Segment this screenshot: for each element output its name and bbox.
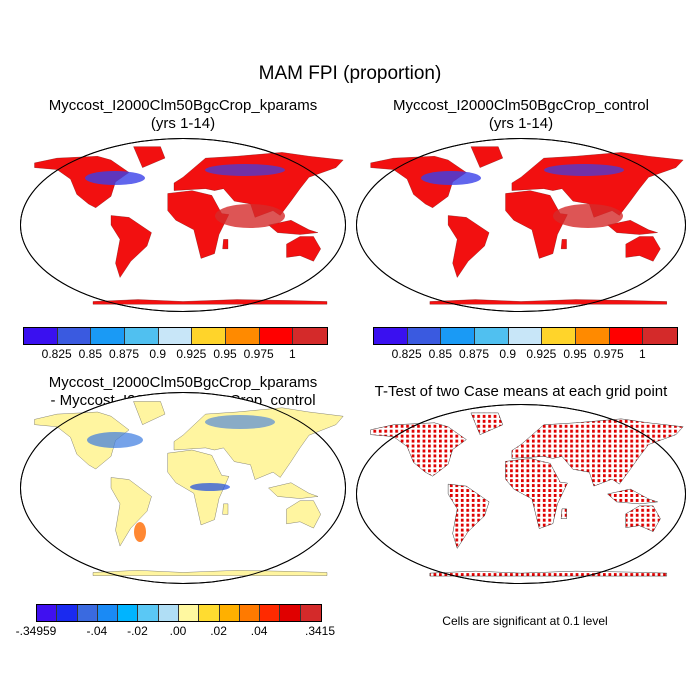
colorbar-box: [609, 328, 644, 344]
panel-3-title-line1: Myccost_I2000Clm50BgcCrop_kparams: [48, 374, 318, 391]
map-control: [356, 138, 686, 312]
colorbar-box: [118, 605, 139, 621]
low-fpi-region: [85, 171, 145, 185]
panel-2-title-line2: (yrs 1-14): [488, 115, 554, 132]
panel-1-title-line1: Myccost_I2000Clm50BgcCrop_kparams: [48, 97, 318, 114]
colorbar-tick-label: .04: [250, 624, 268, 638]
low-fpi-region: [421, 171, 481, 185]
colorbar-box: [407, 328, 442, 344]
panel-2-title: Myccost_I2000Clm50BgcCrop_control (yrs 1…: [355, 97, 687, 133]
panel-1-title-line2: (yrs 1-14): [150, 115, 216, 132]
panel-1-title: Myccost_I2000Clm50BgcCrop_kparams (yrs 1…: [20, 97, 346, 133]
colorbar-tick-label: 0.875: [108, 347, 140, 361]
colorbar-box: [178, 605, 200, 621]
colorbar-box: [37, 605, 58, 621]
colorbar-box: [192, 328, 226, 344]
map-difference: [20, 392, 346, 584]
colorbar-box: [138, 605, 159, 621]
colorbar-kparams: [23, 327, 328, 345]
panel-4-title: T-Test of two Case means at each grid po…: [374, 383, 668, 400]
colorbar-box: [293, 328, 327, 344]
map-kparams: [20, 138, 346, 312]
colorbar-box: [57, 605, 78, 621]
colorbar-box: [239, 605, 261, 621]
colorbar-tick-label: .02: [210, 624, 227, 638]
colorbar-box: [158, 605, 179, 621]
colorbar-tick-label: .00: [169, 624, 187, 638]
colorbar-box: [24, 328, 58, 344]
colorbar-tick-label: 0.925: [176, 347, 207, 361]
colorbar-tick-label: -.02: [127, 624, 148, 638]
colorbar-box: [199, 605, 220, 621]
colorbar-tick-label: 0.95: [213, 347, 237, 361]
colorbar-box: [219, 605, 240, 621]
map-ttest: [356, 404, 686, 584]
colorbar-box: [508, 328, 543, 344]
colorbar-tick-label: 1: [288, 347, 296, 361]
colorbar-difference: [36, 604, 322, 622]
colorbar-box: [643, 328, 677, 344]
colorbar-tick-label: 0.875: [458, 347, 490, 361]
colorbar-box: [225, 328, 260, 344]
colorbar-tick-label: 0.825: [41, 347, 72, 361]
colorbar-tick-label: 0.9: [149, 347, 166, 361]
colorbar-box: [474, 328, 509, 344]
colorbar-tick-label: .3415: [304, 624, 336, 638]
colorbar-box: [158, 328, 193, 344]
significance-note: Cells are significant at 0.1 level: [442, 614, 608, 628]
colorbar-box: [441, 328, 475, 344]
colorbar-box: [542, 328, 576, 344]
colorbar-box: [575, 328, 610, 344]
colorbar-box: [280, 605, 301, 621]
colorbar-box: [124, 328, 159, 344]
colorbar-box: [300, 605, 321, 621]
colorbar-tick-label: 0.9: [499, 347, 516, 361]
panel-2-title-line1: Myccost_I2000Clm50BgcCrop_control: [393, 97, 649, 114]
figure-title: MAM FPI (proportion): [258, 63, 442, 84]
colorbar-tick-label: 0.85: [78, 347, 103, 361]
colorbar-box: [374, 328, 408, 344]
colorbar-tick-label: -.34959: [15, 624, 57, 638]
colorbar-control: [373, 327, 678, 345]
colorbar-tick-label: 0.85: [428, 347, 453, 361]
colorbar-box: [259, 328, 294, 344]
colorbar-tick-label: 0.975: [593, 347, 624, 361]
colorbar-box: [57, 328, 92, 344]
colorbar-box: [97, 605, 119, 621]
colorbar-tick-label: 0.925: [526, 347, 557, 361]
colorbar-tick-label: 1: [638, 347, 646, 361]
colorbar-tick-label: -.04: [86, 624, 108, 638]
colorbar-tick-label: 0.975: [243, 347, 274, 361]
colorbar-box: [91, 328, 125, 344]
colorbar-tick-label: 0.95: [563, 347, 587, 361]
colorbar-tick-label: 0.825: [391, 347, 422, 361]
colorbar-box: [260, 605, 281, 621]
colorbar-box: [77, 605, 98, 621]
